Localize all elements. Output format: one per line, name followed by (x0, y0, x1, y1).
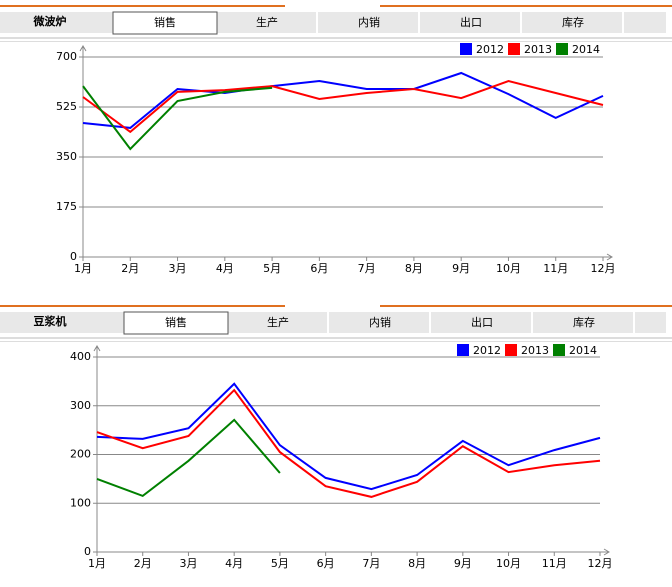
y-tick-label: 700 (56, 50, 77, 63)
panel-name: 豆浆机 (34, 314, 67, 328)
x-tick-label: 6月 (317, 557, 335, 570)
x-tick-label: 3月 (179, 557, 197, 570)
tab-label[interactable]: 生产 (267, 315, 289, 329)
tab-label[interactable]: 销售 (154, 15, 176, 29)
x-tick-label: 12月 (591, 262, 616, 275)
x-tick-label: 12月 (588, 557, 613, 570)
x-tick-label: 1月 (88, 557, 106, 570)
legend-label: 2013 (521, 344, 549, 357)
x-tick-label: 2月 (121, 262, 139, 275)
x-tick-label: 10月 (496, 557, 521, 570)
x-tick-label: 8月 (405, 262, 423, 275)
x-tick-label: 7月 (362, 557, 380, 570)
y-tick-label: 350 (56, 150, 77, 163)
y-tick-label: 175 (56, 200, 77, 213)
legend-swatch (508, 43, 520, 55)
legend-swatch (553, 344, 565, 356)
tab-active[interactable] (123, 311, 229, 335)
x-tick-label: 4月 (216, 262, 234, 275)
x-tick-label: 6月 (310, 262, 328, 275)
top-rule (380, 305, 672, 307)
series-line (82, 85, 273, 151)
top-rule (0, 305, 285, 307)
legend-swatch (457, 344, 469, 356)
x-tick-label: 4月 (225, 557, 243, 570)
series-line (96, 418, 281, 498)
x-tick-label: 2月 (134, 557, 152, 570)
legend-swatch (556, 43, 568, 55)
y-tick-label: 200 (70, 448, 91, 461)
x-tick-label: 10月 (496, 262, 521, 275)
top-rule (380, 5, 672, 7)
tab-label[interactable]: 内销 (369, 315, 391, 329)
tab-label[interactable]: 库存 (573, 315, 595, 329)
x-tick-label: 7月 (358, 262, 376, 275)
y-tick-label: 525 (56, 100, 77, 113)
tab-label[interactable]: 库存 (562, 15, 584, 29)
y-tick-label: 300 (70, 399, 91, 412)
x-tick-label: 11月 (543, 262, 568, 275)
series-line (96, 388, 601, 498)
tab-active[interactable] (112, 11, 218, 35)
x-tick-label: 9月 (454, 557, 472, 570)
top-rule (0, 5, 285, 7)
x-tick-label: 11月 (542, 557, 567, 570)
x-tick-label: 5月 (271, 557, 289, 570)
y-tick-label: 0 (84, 545, 91, 558)
bottom-rule (0, 37, 672, 39)
bottom-rule (0, 337, 672, 339)
legend-swatch (460, 43, 472, 55)
x-axis-arrow (606, 253, 613, 261)
legend-label: 2013 (524, 43, 552, 56)
legend-label: 2014 (572, 43, 600, 56)
bottom-rule (0, 41, 672, 42)
series-line (82, 79, 604, 134)
y-axis-arrow (93, 345, 101, 352)
x-tick-label: 3月 (169, 262, 187, 275)
tab-label[interactable]: 内销 (358, 15, 380, 29)
tab-label[interactable]: 销售 (165, 315, 187, 329)
series-line (96, 382, 601, 491)
legend-label: 2012 (473, 344, 501, 357)
legend-swatch (505, 344, 517, 356)
x-tick-label: 9月 (452, 262, 470, 275)
bottom-rule (0, 341, 672, 342)
y-tick-label: 400 (70, 350, 91, 363)
legend-label: 2012 (476, 43, 504, 56)
x-tick-label: 8月 (408, 557, 426, 570)
y-axis-arrow (79, 45, 87, 52)
y-tick-label: 0 (70, 250, 77, 263)
tab-label[interactable]: 出口 (460, 15, 482, 29)
x-axis-arrow (603, 548, 610, 556)
panel-name: 微波炉 (33, 14, 67, 28)
tab-label[interactable]: 出口 (471, 315, 493, 329)
tab-bar (0, 312, 666, 333)
x-tick-label: 5月 (263, 262, 281, 275)
x-tick-label: 1月 (74, 262, 92, 275)
tab-label[interactable]: 生产 (256, 15, 278, 29)
legend-label: 2014 (569, 344, 597, 357)
series-line (82, 71, 604, 129)
y-tick-label: 100 (70, 496, 91, 509)
